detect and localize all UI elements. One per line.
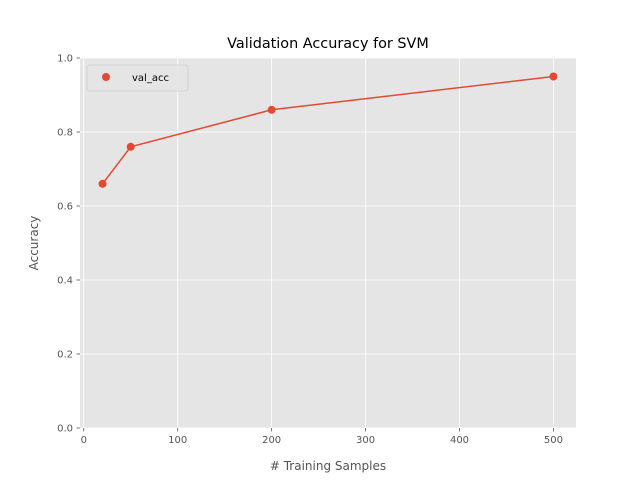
y-tick-label: 1.0 [57,54,73,65]
y-axis-ticks: 0.0 0.2 0.4 0.6 0.8 1.0 [57,54,80,435]
x-tick-label: 100 [168,435,187,446]
y-gridlines [80,57,576,429]
y-tick-label: 0.8 [57,128,73,139]
legend-marker-val-acc [102,73,110,81]
series-line-val-acc [101,75,554,185]
x-tick-label: 300 [356,435,375,446]
series-layer [98,72,558,188]
data-point [267,105,276,114]
data-point [126,142,135,151]
chart-title: Validation Accuracy for SVM [227,36,429,52]
y-tick-label: 0.6 [57,202,73,213]
y-tick-label: 0.2 [57,350,73,361]
x-axis-ticks: 0 100 200 300 400 500 [81,428,563,446]
plot-area [80,58,576,428]
data-point [98,179,107,188]
legend: val_acc [86,64,189,92]
data-point [549,72,558,81]
x-tick-label: 200 [262,435,281,446]
y-tick-label: 0.0 [57,424,73,435]
x-tick-label: 400 [450,435,469,446]
x-axis-label: # Training Samples [270,459,386,473]
legend-frame [86,64,189,92]
x-tick-label: 500 [544,435,563,446]
x-tick-label: 0 [81,435,87,446]
y-axis-label: Accuracy [27,216,41,271]
x-gridlines [83,58,554,428]
y-tick-label: 0.4 [57,276,73,287]
legend-label-val-acc: val_acc [132,73,169,84]
